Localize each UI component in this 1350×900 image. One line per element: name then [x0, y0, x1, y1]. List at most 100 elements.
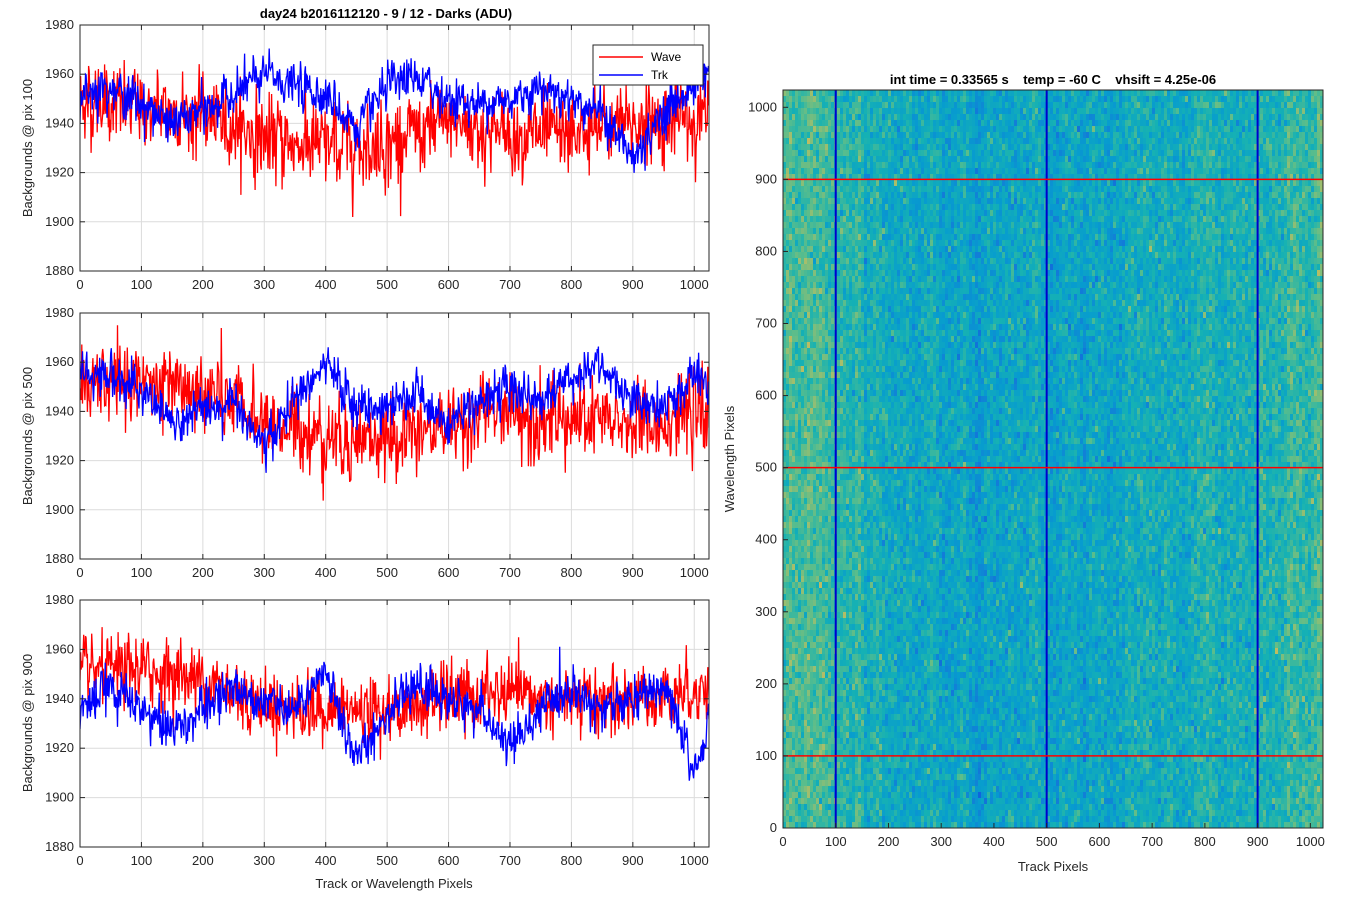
tick-labels: 0 100 200 300 400 500 600 700 800 900 1000 1880 1900…	[45, 305, 709, 580]
y-tick-label: 1900	[45, 214, 74, 229]
x-tick-label: 300	[253, 565, 275, 580]
figure-title: day24 b2016112120 - 9 / 12 - Darks (ADU)	[260, 6, 512, 21]
x-tick-label: 600	[1089, 834, 1111, 849]
x-tick-label: 1000	[680, 853, 709, 868]
y-tick-label: 900	[755, 171, 777, 186]
x-tick-label: 400	[315, 565, 337, 580]
y-tick-label: 1920	[45, 740, 74, 755]
y-tick-label: 1900	[45, 790, 74, 805]
tick-labels: 0 100 200 300 400 500 600 700 800 900 1000 1880 1900…	[45, 17, 709, 292]
x-tick-label: 700	[1141, 834, 1163, 849]
marker-lines	[783, 90, 1323, 828]
y-tick-label: 1900	[45, 502, 74, 517]
series-trk	[80, 346, 709, 473]
series-group	[80, 325, 709, 501]
heatmap-title: int time = 0.33565 s temp = -60 C vhsift…	[890, 72, 1216, 87]
y-axis-label: Backgrounds @ pix 500	[20, 367, 35, 505]
x-tick-label: 100	[131, 853, 153, 868]
x-tick-label: 200	[192, 853, 214, 868]
y-tick-label: 200	[755, 676, 777, 691]
x-tick-label: 0	[76, 565, 83, 580]
legend: Wave Trk	[592, 44, 704, 86]
y-tick-label: 700	[755, 316, 777, 331]
x-tick-label: 900	[622, 565, 644, 580]
x-axis-label: Track or Wavelength Pixels	[315, 876, 473, 891]
series-trk	[80, 646, 709, 781]
y-tick-label: 1960	[45, 641, 74, 656]
x-tick-label: 500	[1036, 834, 1058, 849]
x-tick-label: 400	[315, 277, 337, 292]
x-tick-label: 1000	[680, 565, 709, 580]
x-tick-label: 800	[561, 853, 583, 868]
series-trk	[80, 48, 709, 173]
heatmap-panel: 0 100 200 300 400 500 600 700 800 900 1000 0 100 200 3…	[722, 72, 1325, 874]
x-tick-label: 0	[779, 834, 786, 849]
series-group	[80, 627, 709, 781]
x-tick-label: 600	[438, 853, 460, 868]
x-tick-label: 1000	[680, 277, 709, 292]
series-wave	[80, 325, 709, 501]
y-tick-label: 1940	[45, 115, 74, 130]
y-tick-label: 1000	[748, 99, 777, 114]
x-tick-label: 300	[930, 834, 952, 849]
plot-pix-100: 0 100 200 300 400 500 600 700 800 900 1000 1880 1900…	[20, 17, 710, 292]
x-tick-label: 900	[622, 277, 644, 292]
y-tick-label: 500	[755, 460, 777, 475]
x-tick-label: 600	[438, 565, 460, 580]
y-tick-label: 1880	[45, 551, 74, 566]
x-tick-label: 0	[76, 277, 83, 292]
x-tick-label: 200	[192, 565, 214, 580]
y-tick-label: 1920	[45, 165, 74, 180]
x-tick-label: 900	[622, 853, 644, 868]
tick-labels: 0 100 200 300 400 500 600 700 800 900 1000 0 100 200 3…	[748, 99, 1325, 849]
y-tick-label: 1960	[45, 66, 74, 81]
y-tick-label: 400	[755, 532, 777, 547]
x-tick-label: 200	[192, 277, 214, 292]
heatmap-y-label: Wavelength Pixels	[722, 405, 737, 512]
tick-labels: 0 100 200 300 400 500 600 700 800 900 1000 1880 1900…	[45, 592, 709, 868]
x-tick-label: 500	[376, 853, 398, 868]
series-group	[80, 48, 709, 218]
y-tick-label: 1920	[45, 453, 74, 468]
x-tick-label: 100	[131, 277, 153, 292]
y-tick-label: 1980	[45, 305, 74, 320]
y-tick-label: 1880	[45, 263, 74, 278]
legend-wave: Wave	[651, 50, 682, 64]
x-tick-label: 0	[76, 853, 83, 868]
y-tick-label: 800	[755, 243, 777, 258]
heatmap-image	[783, 90, 1323, 828]
x-tick-label: 300	[253, 277, 275, 292]
y-tick-label: 1960	[45, 354, 74, 369]
x-tick-label: 500	[376, 565, 398, 580]
x-tick-label: 400	[315, 853, 337, 868]
y-tick-label: 600	[755, 388, 777, 403]
x-tick-label: 700	[499, 853, 521, 868]
x-tick-label: 500	[376, 277, 398, 292]
x-tick-label: 300	[253, 853, 275, 868]
x-tick-label: 100	[825, 834, 847, 849]
x-tick-label: 800	[1194, 834, 1216, 849]
y-tick-label: 100	[755, 748, 777, 763]
y-tick-label: 1980	[45, 17, 74, 32]
y-tick-label: 1940	[45, 403, 74, 418]
y-axis-label: Backgrounds @ pix 900	[20, 654, 35, 792]
legend-trk: Trk	[651, 68, 669, 82]
x-tick-label: 400	[983, 834, 1005, 849]
x-tick-label: 600	[438, 277, 460, 292]
y-tick-label: 1980	[45, 592, 74, 607]
x-tick-label: 100	[131, 565, 153, 580]
x-tick-label: 1000	[1296, 834, 1325, 849]
heatmap-x-label: Track Pixels	[1018, 859, 1089, 874]
y-tick-label: 1940	[45, 691, 74, 706]
plot-pix-900: 0 100 200 300 400 500 600 700 800 900 1000 1880 1900…	[20, 592, 710, 891]
y-axis-label: Backgrounds @ pix 100	[20, 79, 35, 217]
x-tick-label: 200	[878, 834, 900, 849]
x-tick-label: 900	[1247, 834, 1269, 849]
x-tick-label: 700	[499, 565, 521, 580]
x-tick-label: 800	[561, 277, 583, 292]
y-tick-label: 0	[770, 820, 777, 835]
x-tick-label: 700	[499, 277, 521, 292]
plot-pix-500: 0 100 200 300 400 500 600 700 800 900 1000 1880 1900…	[20, 305, 710, 580]
y-tick-label: 1880	[45, 839, 74, 854]
